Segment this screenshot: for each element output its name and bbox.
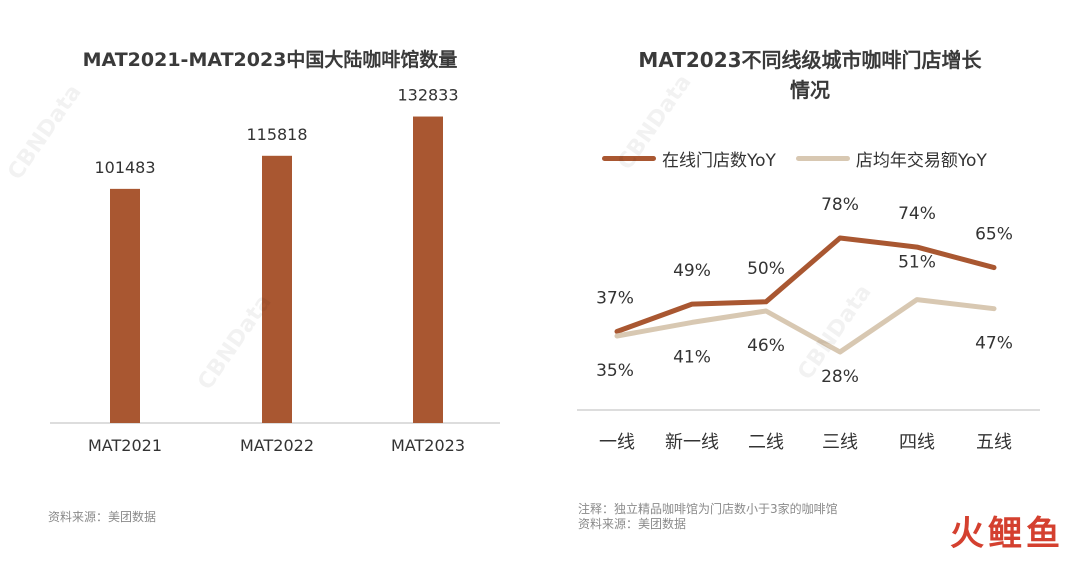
x-tick-label: 二线 <box>748 432 784 453</box>
right-chart-panel: MAT2023不同线级城市咖啡门店增长 情况 在线门店数YoY 店均年交易额Yo… <box>540 0 1080 561</box>
bar-value-label: 101483 <box>94 158 155 177</box>
x-tick-label: MAT2021 <box>88 436 162 455</box>
series-line-1 <box>614 235 997 334</box>
x-tick-label: 五线 <box>976 432 1012 453</box>
data-label: 47% <box>975 334 1013 354</box>
data-label: 49% <box>673 261 711 281</box>
bar <box>413 116 443 424</box>
bar <box>110 188 140 423</box>
legend-item-primary: 在线门店数YoY <box>602 146 776 171</box>
data-label: 50% <box>747 259 785 279</box>
legend-swatch-primary <box>602 156 656 161</box>
legend-item-secondary: 店均年交易额YoY <box>795 146 987 171</box>
bar-chart: 101483 MAT2021 115818 MAT2022 132833 MAT2023 <box>50 86 500 455</box>
data-label: 65% <box>975 225 1013 245</box>
left-chart-title: MAT2021-MAT2023中国大陆咖啡馆数量 <box>82 49 458 71</box>
data-label: 46% <box>747 336 785 356</box>
brand-logo: 火鲤鱼 <box>950 514 1064 554</box>
right-chart-title-line2: 情况 <box>790 78 830 102</box>
right-chart-title: MAT2023不同线级城市咖啡门店增长 情况 <box>540 45 1080 105</box>
data-label: 37% <box>596 288 634 308</box>
data-label: 35% <box>596 361 634 381</box>
data-label: 51% <box>898 253 936 273</box>
series-line-2 <box>614 297 997 355</box>
legend-label-primary: 在线门店数YoY <box>662 151 776 171</box>
x-tick-label: 四线 <box>899 432 935 453</box>
left-source-text: 资料来源：美团数据 <box>48 510 157 524</box>
legend-label-secondary: 店均年交易额YoY <box>855 151 987 171</box>
right-source-text: 资料来源：美团数据 <box>578 517 687 531</box>
data-label: 74% <box>898 204 936 224</box>
x-tick-label: MAT2023 <box>391 436 465 455</box>
data-label: 28% <box>821 367 859 387</box>
right-note-text: 注释：独立精品咖啡馆为门店数小于3家的咖啡馆 <box>578 502 838 516</box>
line-chart-legend: 在线门店数YoY 店均年交易额YoY <box>602 146 1007 171</box>
x-tick-label: 新一线 <box>665 432 719 453</box>
x-tick-label: 一线 <box>599 432 635 453</box>
line-chart: 一线 新一线 二线 三线 四线 五线 37% 49% 50% 78% 74% 65% 35% 41% 46%… <box>577 195 1040 453</box>
x-tick-label: MAT2022 <box>240 436 314 455</box>
bar <box>262 155 292 424</box>
left-chart-panel: MAT2021-MAT2023中国大陆咖啡馆数量 101483 MAT2021 11… <box>48 49 500 524</box>
data-label: 78% <box>821 195 859 215</box>
data-label: 41% <box>673 347 711 367</box>
bar-value-label: 132833 <box>397 86 458 105</box>
bar-value-label: 115818 <box>246 125 307 144</box>
legend-swatch-secondary <box>795 156 850 161</box>
right-chart-title-line1: MAT2023不同线级城市咖啡门店增长 <box>638 48 982 72</box>
x-tick-label: 三线 <box>822 432 858 453</box>
